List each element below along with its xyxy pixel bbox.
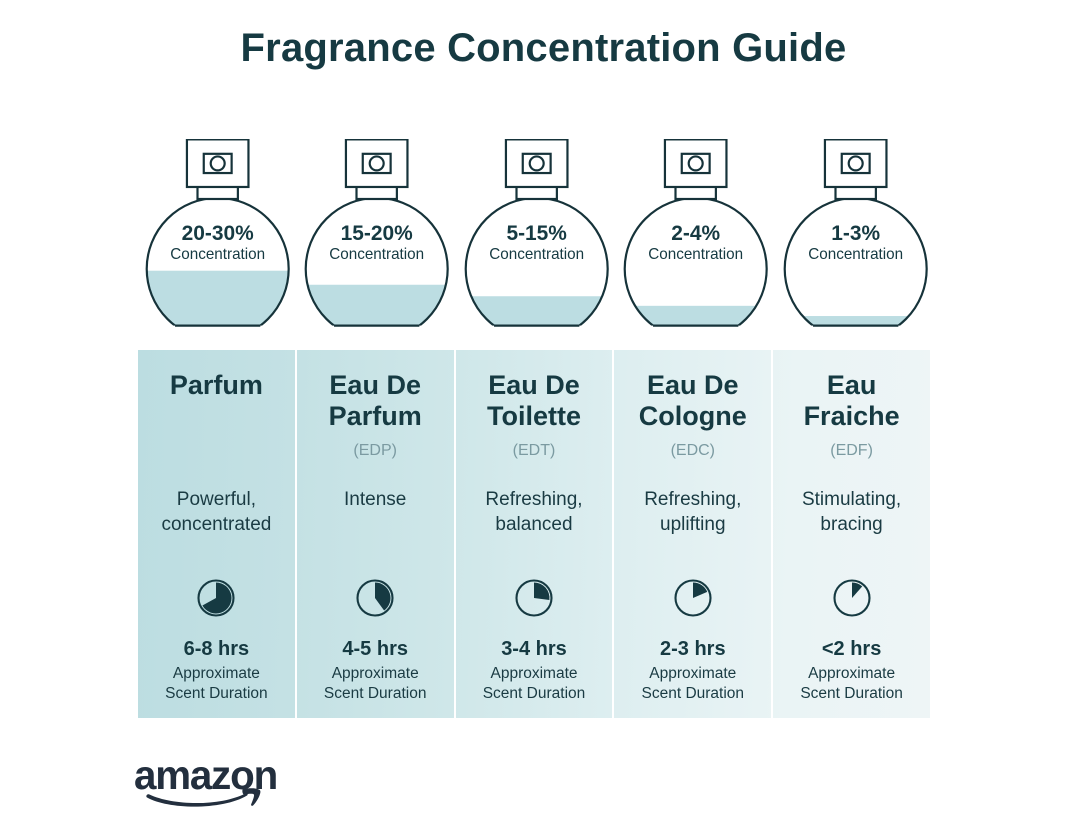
svg-text:5-15%: 5-15%	[506, 222, 567, 245]
svg-text:20-30%: 20-30%	[182, 222, 254, 245]
svg-text:2-4%: 2-4%	[671, 222, 720, 245]
svg-text:15-20%: 15-20%	[341, 222, 413, 245]
svg-text:Concentration: Concentration	[489, 246, 584, 263]
svg-text:Concentration: Concentration	[170, 246, 265, 263]
svg-text:Concentration: Concentration	[808, 246, 903, 263]
svg-text:Concentration: Concentration	[648, 246, 743, 263]
svg-text:Concentration: Concentration	[330, 246, 425, 263]
svg-text:1-3%: 1-3%	[831, 222, 880, 245]
